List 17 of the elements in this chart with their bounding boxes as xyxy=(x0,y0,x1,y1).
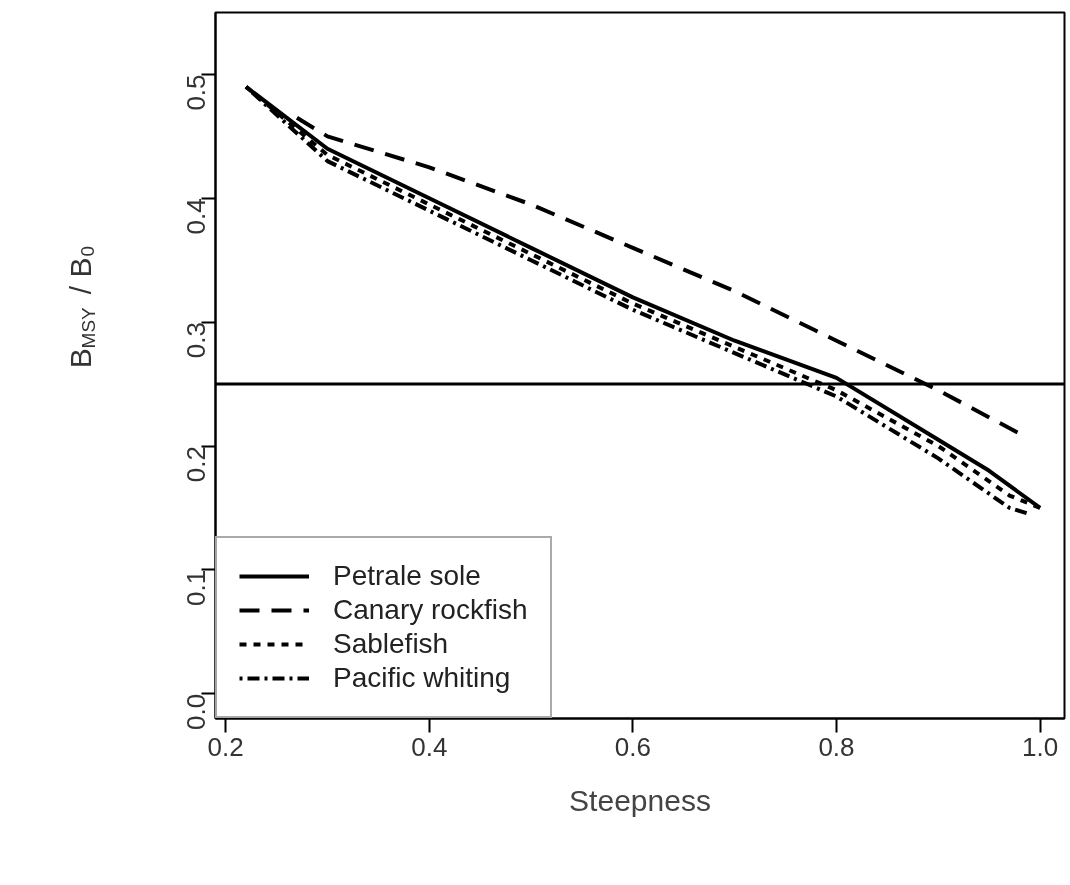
x-tick-label: 0.4 xyxy=(411,731,448,762)
y-tick-label: 0.0 xyxy=(181,693,212,730)
legend-label: Pacific whiting xyxy=(333,662,511,694)
y-axis-title: BMSY / B₀ xyxy=(64,245,99,369)
x-tick-label: 0.8 xyxy=(818,731,855,762)
legend-label: Sablefish xyxy=(333,628,449,660)
legend-label: Petrale sole xyxy=(333,560,481,592)
y-tick-label: 0.4 xyxy=(181,198,212,235)
legend-label: Canary rockfish xyxy=(333,594,528,626)
x-tick-label: 1.0 xyxy=(1022,731,1059,762)
y-tick-label: 0.5 xyxy=(181,74,212,111)
x-tick-label: 0.6 xyxy=(614,731,651,762)
y-tick-label: 0.3 xyxy=(181,322,212,359)
y-tick-label: 0.2 xyxy=(181,446,212,483)
x-tick-label: 0.2 xyxy=(207,731,244,762)
y-tick-label: 0.1 xyxy=(181,569,212,607)
x-axis-title: Steepness xyxy=(569,783,711,817)
